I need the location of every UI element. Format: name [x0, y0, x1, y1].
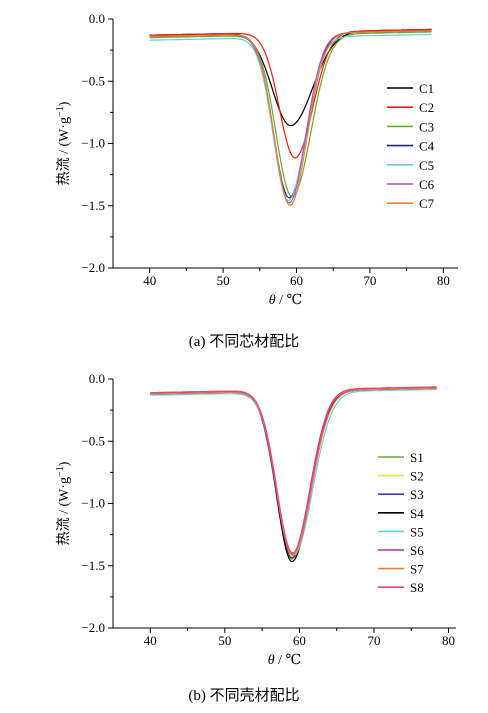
series-line-c1 — [149, 28, 432, 127]
y-tick-label: 0.0 — [89, 371, 105, 386]
x-tick-label: 80 — [437, 273, 450, 288]
series-line-s8 — [150, 386, 437, 554]
x-tick-label: 70 — [367, 633, 380, 648]
legend-label-s1: S1 — [410, 450, 424, 465]
legend-label-c1: C1 — [419, 81, 434, 96]
y-tick-label: −2.0 — [81, 260, 105, 275]
series-line-s1 — [150, 387, 437, 560]
legend-label-s3: S3 — [410, 487, 424, 502]
x-tick-label: 60 — [293, 633, 306, 648]
legend-label-s4: S4 — [410, 506, 424, 521]
x-tick-label: 70 — [363, 273, 376, 288]
legend-label-c7: C7 — [419, 196, 435, 211]
x-tick-label: 40 — [143, 273, 156, 288]
series-line-c3 — [149, 31, 432, 198]
x-tick-label: 50 — [217, 273, 230, 288]
legend-label-c3: C3 — [419, 119, 434, 134]
y-tick-label: −1.0 — [81, 496, 105, 511]
legend-label-s5: S5 — [410, 524, 424, 539]
chart-a-svg: 40 50 60 70 80 0.0 −0.5 −1.0 −1.5 −2.0 θ / ℃ 热流 / (… — [55, 11, 458, 308]
legend-label-c5: C5 — [419, 158, 434, 173]
chart-panel-b: 40 50 60 70 80 0.0 −0.5 −1.0 −1.5 −2.0 θ / ℃ 热流 / (… — [0, 356, 488, 713]
x-axis-label: θ / ℃ — [269, 293, 302, 308]
series-line-c4 — [149, 30, 432, 199]
legend-label-s8: S8 — [410, 580, 424, 595]
x-axis-label: θ / ℃ — [268, 653, 301, 668]
legend-label-s7: S7 — [410, 562, 424, 577]
series-line-s7 — [150, 387, 437, 556]
series-line-c5 — [149, 33, 432, 201]
y-axis-label: 热流 / (W·g−1) — [55, 101, 72, 185]
y-tick-label: −0.5 — [81, 73, 105, 88]
chart-panel-a: 40 50 60 70 80 0.0 −0.5 −1.0 −1.5 −2.0 θ / ℃ 热流 / (… — [0, 0, 488, 356]
y-tick-label: −1.0 — [81, 136, 105, 151]
series-line-s6 — [150, 386, 437, 555]
series-line-c6 — [149, 30, 432, 204]
series-line-c7 — [149, 30, 432, 206]
chart-b-svg: 40 50 60 70 80 0.0 −0.5 −1.0 −1.5 −2.0 θ / ℃ 热流 / (… — [55, 371, 456, 668]
y-axis-label: 热流 / (W·g−1) — [55, 461, 72, 545]
legend-label-c6: C6 — [419, 177, 435, 192]
series-line-s3 — [150, 387, 437, 559]
x-tick-label: 60 — [290, 273, 303, 288]
y-tick-label: −1.5 — [81, 558, 105, 573]
legend-label-s2: S2 — [410, 469, 424, 484]
legend-label-c2: C2 — [419, 100, 434, 115]
legend-label-c4: C4 — [419, 139, 435, 154]
x-tick-label: 50 — [218, 633, 231, 648]
x-tick-label: 40 — [144, 633, 157, 648]
chart-b-caption: (b) 不同壳材配比 — [188, 688, 300, 704]
y-tick-label: −0.5 — [81, 433, 105, 448]
series-line-s5 — [150, 388, 437, 557]
x-tick-label: 80 — [442, 633, 455, 648]
y-tick-label: 0.0 — [89, 11, 105, 26]
y-tick-label: −1.5 — [81, 198, 105, 213]
y-tick-label: −2.0 — [81, 620, 105, 635]
series-line-c2 — [149, 28, 432, 159]
legend-label-s6: S6 — [410, 543, 424, 558]
chart-a-caption: (a) 不同芯材配比 — [188, 334, 300, 350]
